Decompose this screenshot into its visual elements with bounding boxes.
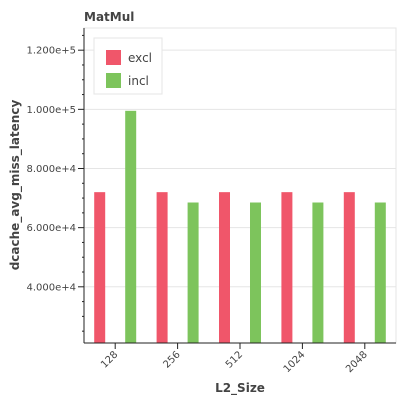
- legend-box: [93, 37, 163, 95]
- bars: [94, 110, 386, 344]
- legend-label-excl: excl: [128, 51, 152, 65]
- bar-incl-2048: [374, 202, 386, 343]
- y-axis: 4.000e+4 6.000e+4 8.000e+4 1.000e+5 1.200e+5: [26, 28, 85, 343]
- bar-incl-1024: [312, 202, 324, 343]
- bar-excl-1024: [281, 192, 293, 343]
- y-tick-label: 1.000e+5: [26, 105, 76, 116]
- legend-swatch-incl: [106, 73, 121, 88]
- y-tick-label: 8.000e+4: [26, 164, 76, 175]
- bar-excl-256: [156, 192, 168, 343]
- legend: excl incl: [93, 37, 163, 95]
- bar-excl-2048: [343, 192, 355, 343]
- x-axis-label: L2_Size: [215, 381, 265, 396]
- y-axis-label: dcache_avg_miss_latency: [8, 100, 23, 271]
- bar-incl-512: [250, 202, 261, 343]
- y-tick-label: 1.200e+5: [26, 46, 76, 57]
- legend-swatch-excl: [106, 50, 121, 65]
- bar-incl-256: [187, 202, 199, 343]
- chart-title: MatMul: [84, 10, 134, 24]
- y-tick-label: 4.000e+4: [26, 282, 76, 293]
- bar-excl-512: [219, 192, 230, 343]
- bar-excl-128: [94, 192, 106, 343]
- bar-incl-128: [125, 110, 137, 344]
- legend-label-incl: incl: [128, 74, 149, 88]
- y-tick-label: 6.000e+4: [26, 223, 76, 234]
